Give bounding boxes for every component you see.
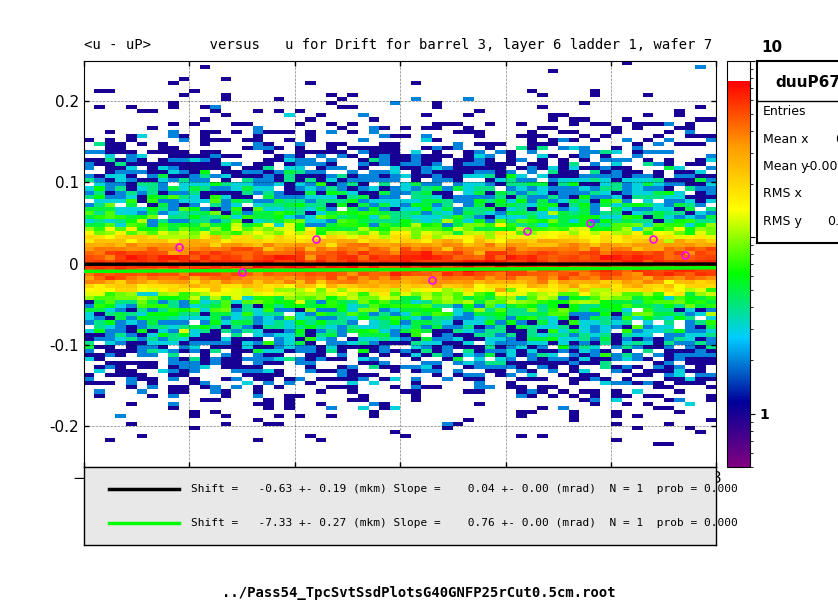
Text: 0.05396: 0.05396 bbox=[826, 215, 838, 228]
Text: <u - uP>       versus   u for Drift for barrel 3, layer 6 ladder 1, wafer 7: <u - uP> versus u for Drift for barrel 3… bbox=[84, 39, 712, 53]
Text: 0.1327: 0.1327 bbox=[835, 133, 838, 145]
Text: -0.0005008: -0.0005008 bbox=[806, 160, 838, 173]
Text: 10: 10 bbox=[762, 41, 783, 56]
Text: ../Pass54_TpcSvtSsdPlotsG40GNFP25rCut0.5cm.root: ../Pass54_TpcSvtSsdPlotsG40GNFP25rCut0.5… bbox=[222, 586, 616, 600]
Text: Shift =   -7.33 +- 0.27 (mkm) Slope =    0.76 +- 0.00 (mrad)  N = 1  prob = 0.00: Shift = -7.33 +- 0.27 (mkm) Slope = 0.76… bbox=[191, 518, 738, 528]
Text: Entries: Entries bbox=[763, 105, 806, 118]
Text: RMS y: RMS y bbox=[763, 215, 802, 228]
Text: duuP6701: duuP6701 bbox=[776, 75, 838, 90]
Text: Shift =   -0.63 +- 0.19 (mkm) Slope =    0.04 +- 0.00 (mrad)  N = 1  prob = 0.00: Shift = -0.63 +- 0.19 (mkm) Slope = 0.04… bbox=[191, 484, 738, 494]
Text: RMS x: RMS x bbox=[763, 187, 802, 201]
Text: Mean x: Mean x bbox=[763, 133, 809, 145]
Text: Mean y: Mean y bbox=[763, 160, 809, 173]
